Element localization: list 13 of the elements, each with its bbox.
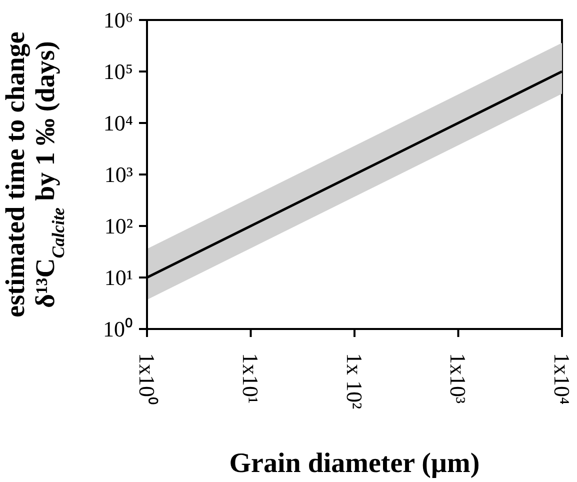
- x-tick-label: 1x10¹: [238, 353, 264, 404]
- y-tick-label: 10³: [104, 162, 134, 188]
- x-tick-label: 1x10³: [446, 353, 471, 404]
- y-tick-label: 10⁶: [103, 8, 133, 33]
- y-tick-label: 10⁴: [103, 110, 134, 136]
- y-tick-label: 10⁰: [103, 316, 133, 342]
- x-tick-label: 1x10⁰: [134, 353, 160, 405]
- y-tick-label: 10¹: [104, 265, 133, 290]
- x-axis-title: Grain diameter (µm): [229, 448, 480, 479]
- x-tick-label: 1x 10²: [342, 353, 367, 410]
- y-tick-label: 10⁵: [103, 59, 133, 84]
- x-tick-label: 1x10⁴: [549, 353, 574, 405]
- y-tick-label: 10²: [104, 214, 134, 239]
